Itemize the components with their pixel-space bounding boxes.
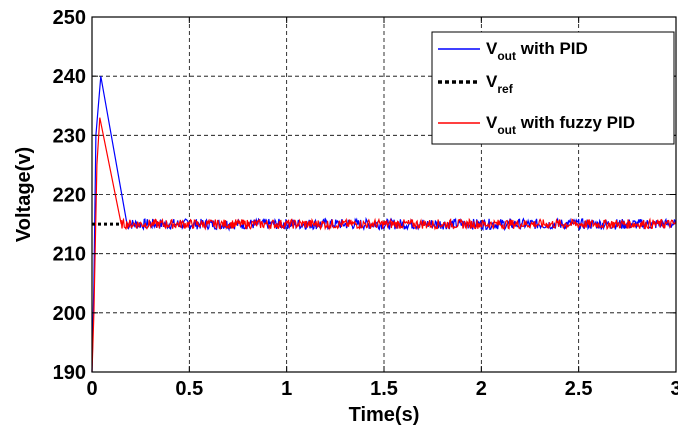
y-axis-label: Voltage(v) <box>13 147 35 242</box>
x-tick-label: 1.5 <box>370 378 398 400</box>
legend: Vout with PID Vref Vout with fuzzy PID <box>431 31 675 145</box>
y-tick-label: 220 <box>53 185 86 207</box>
series-layer <box>91 76 677 373</box>
y-tick-label: 210 <box>53 244 86 266</box>
tick-layer: 0 0.5 1 1.5 2 2.5 3 190 200 210 220 230 240 250 <box>53 7 678 400</box>
x-axis-label: Time(s) <box>349 404 420 426</box>
y-tick-label: 250 <box>53 7 86 29</box>
legend-box <box>431 31 675 145</box>
legend-label-pid: Vout with PID <box>486 39 588 63</box>
x-tick-label: 2 <box>476 378 487 400</box>
x-tick-label: 1 <box>281 378 292 400</box>
x-tick-label: 3 <box>670 378 678 400</box>
y-tick-label: 190 <box>53 362 86 384</box>
y-tick-label: 200 <box>53 303 86 325</box>
y-tick-label: 240 <box>53 66 86 88</box>
x-tick-label: 0.5 <box>175 378 203 400</box>
y-tick-label: 230 <box>53 125 86 147</box>
x-tick-label: 0 <box>86 378 97 400</box>
series-line-fuzzy <box>91 117 677 373</box>
legend-label-fuzzy: Vout with fuzzy PID <box>486 113 635 137</box>
legend-label-ref: Vref <box>486 72 514 96</box>
x-tick-label: 2.5 <box>565 378 593 400</box>
